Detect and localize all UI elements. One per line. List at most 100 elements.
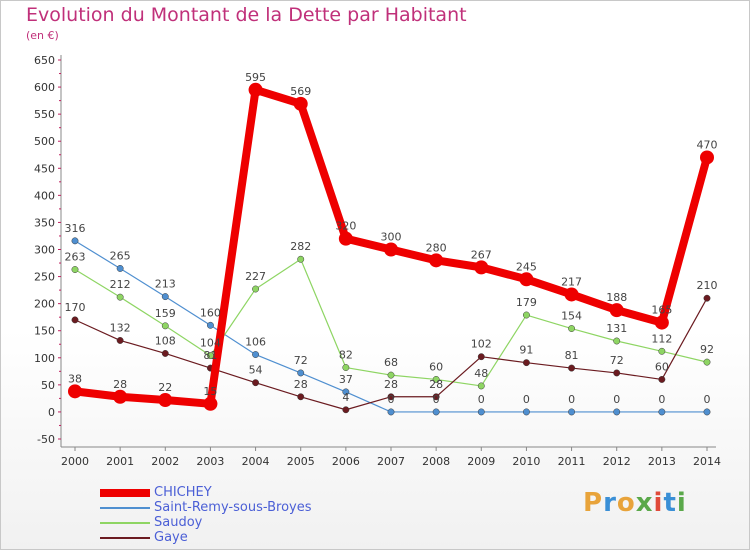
logo-letter: x <box>635 488 654 518</box>
data-point <box>703 358 711 366</box>
data-label: 131 <box>606 322 627 335</box>
data-point <box>477 382 485 390</box>
data-label: 227 <box>245 270 266 283</box>
data-point <box>522 311 530 319</box>
data-point <box>203 396 218 411</box>
data-label: 165 <box>651 304 672 317</box>
x-tick-label: 2000 <box>61 455 89 468</box>
data-label: 154 <box>561 310 582 323</box>
x-tick-label: 2004 <box>242 455 270 468</box>
data-point <box>613 337 621 345</box>
x-tick-label: 2003 <box>196 455 224 468</box>
data-point <box>252 379 260 387</box>
legend-item: Saudoy <box>100 515 312 530</box>
data-point <box>71 237 79 245</box>
y-tick-label: -50 <box>37 433 55 446</box>
data-label: 15 <box>203 385 217 398</box>
y-tick-label: 300 <box>34 244 55 257</box>
data-label: 0 <box>478 393 485 406</box>
data-point <box>116 293 124 301</box>
data-point <box>252 351 260 358</box>
data-label: 112 <box>651 332 672 345</box>
data-point <box>564 287 579 302</box>
data-label: 104 <box>200 337 221 350</box>
data-point <box>519 272 534 287</box>
legend-swatch <box>100 506 150 509</box>
y-tick-label: 550 <box>34 108 55 121</box>
data-point <box>654 315 669 330</box>
y-tick-label: 600 <box>34 81 55 94</box>
legend-label: Saint-Remy-sous-Broyes <box>154 500 312 515</box>
data-point <box>206 321 214 329</box>
x-tick-label: 2002 <box>151 455 179 468</box>
chart-title: Evolution du Montant de la Dette par Hab… <box>26 4 467 26</box>
data-point <box>384 242 398 257</box>
legend-item: CHICHEY <box>100 485 312 500</box>
data-label: 92 <box>700 343 714 356</box>
x-tick-label: 2010 <box>512 455 540 468</box>
data-label: 282 <box>290 240 311 253</box>
data-label: 263 <box>65 251 86 264</box>
data-label: 38 <box>68 372 82 385</box>
y-tick-label: 450 <box>34 162 55 175</box>
data-point <box>703 408 711 416</box>
data-label: 188 <box>606 291 627 304</box>
data-label: 28 <box>384 378 398 391</box>
data-label: 28 <box>113 378 127 391</box>
x-tick-label: 2014 <box>693 455 721 468</box>
data-point <box>477 408 485 416</box>
data-label: 0 <box>568 393 575 406</box>
data-point <box>297 393 305 401</box>
data-point <box>161 350 169 357</box>
data-label: 54 <box>249 364 263 377</box>
data-point <box>658 347 666 355</box>
data-point <box>568 364 576 372</box>
data-point <box>293 96 308 111</box>
y-tick-label: 0 <box>48 406 55 419</box>
data-point <box>116 265 124 272</box>
data-label: 210 <box>697 279 718 292</box>
logo-letter: t <box>663 488 677 518</box>
x-tick-label: 2012 <box>603 455 631 468</box>
data-label: 265 <box>110 249 131 262</box>
data-point <box>387 393 395 401</box>
data-point <box>474 260 489 275</box>
data-point <box>613 408 621 416</box>
x-tick-label: 2013 <box>648 455 676 468</box>
data-label: 132 <box>110 321 131 334</box>
data-point <box>700 150 714 165</box>
y-tick-label: 200 <box>34 298 55 311</box>
legend-item: Gaye <box>100 530 312 545</box>
data-point <box>158 393 173 408</box>
data-label: 0 <box>704 393 711 406</box>
legend-swatch <box>100 536 150 539</box>
data-point <box>342 406 350 414</box>
data-label: 108 <box>155 334 176 347</box>
data-point <box>161 293 169 301</box>
x-tick-label: 2009 <box>467 455 495 468</box>
legend-swatch <box>100 488 150 497</box>
data-label: 0 <box>433 393 440 406</box>
data-point <box>432 393 440 401</box>
logo-letter: r <box>603 488 617 518</box>
data-label: 37 <box>339 373 353 386</box>
data-label: 316 <box>65 222 86 235</box>
data-label: 213 <box>155 278 176 291</box>
data-point <box>248 82 263 97</box>
data-point <box>297 369 305 377</box>
data-label: 470 <box>697 138 718 151</box>
data-point <box>613 369 621 377</box>
data-point <box>68 384 82 399</box>
data-point <box>568 408 576 416</box>
data-point <box>342 388 350 396</box>
data-point <box>113 389 128 404</box>
legend-label: CHICHEY <box>154 485 212 500</box>
x-tick-label: 2001 <box>106 455 134 468</box>
data-label: 0 <box>613 393 620 406</box>
y-tick-label: 500 <box>34 135 55 148</box>
data-point <box>71 316 79 324</box>
data-label: 102 <box>471 338 492 351</box>
logo-letter: o <box>616 488 636 518</box>
data-point <box>432 408 440 416</box>
